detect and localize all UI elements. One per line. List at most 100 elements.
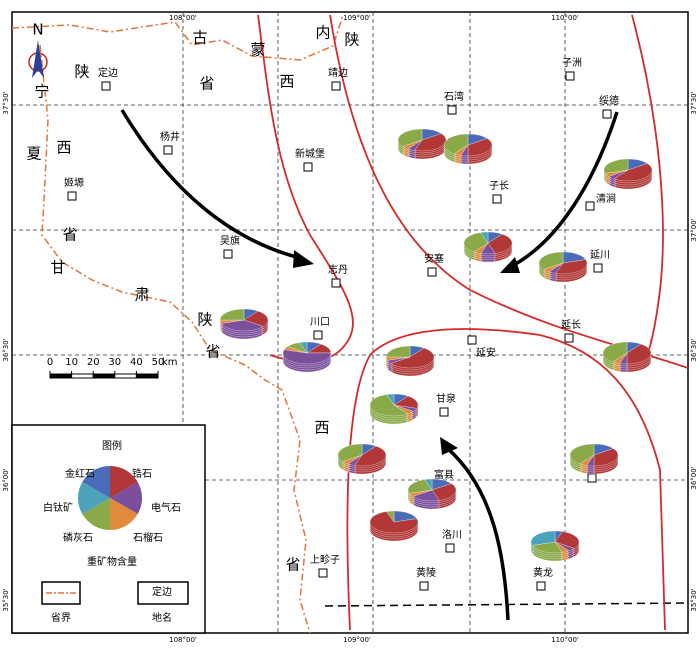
grid-label: 37°30' bbox=[2, 91, 10, 114]
legend-mineral: 锆石 bbox=[132, 467, 152, 480]
region-label: 宁 bbox=[34, 83, 49, 101]
region-label: 省 bbox=[199, 75, 214, 93]
region-label: 蒙 bbox=[250, 41, 265, 59]
place-marker bbox=[163, 145, 173, 155]
graticule bbox=[12, 12, 688, 633]
scale-segment bbox=[114, 373, 137, 379]
place-label: 石湾 bbox=[444, 90, 464, 103]
region-label: 西 bbox=[279, 73, 294, 91]
arrows bbox=[120, 109, 619, 621]
place-marker bbox=[564, 333, 574, 343]
legend-mineral: 石榴石 bbox=[133, 531, 163, 544]
pie-slice bbox=[219, 308, 245, 321]
place-marker bbox=[602, 109, 612, 119]
pie-slice bbox=[385, 345, 411, 358]
grid-label: 36°30' bbox=[690, 338, 698, 361]
legend-pie-slice bbox=[82, 498, 110, 530]
legend-pie-slice bbox=[82, 466, 110, 498]
grid-label: 109°00' bbox=[343, 14, 371, 22]
region-label: 省 bbox=[62, 226, 77, 244]
pie-slice bbox=[602, 341, 628, 363]
place-marker bbox=[427, 267, 437, 277]
place-marker bbox=[593, 263, 603, 273]
region-label: 古 bbox=[192, 29, 207, 47]
region-label: 甘 bbox=[50, 259, 65, 277]
north-arrow: N bbox=[28, 21, 48, 78]
pie-slice bbox=[397, 128, 423, 147]
pie-slice bbox=[386, 510, 395, 523]
grid-label: 110°00' bbox=[551, 14, 579, 22]
scale-label: 0 bbox=[47, 357, 53, 368]
place-label: 清涧 bbox=[596, 192, 616, 205]
scale-unit: km bbox=[162, 357, 178, 368]
scale-segment bbox=[49, 373, 73, 379]
grid-label: 110°00' bbox=[551, 636, 579, 644]
pie-slice bbox=[299, 341, 308, 354]
place-label: 川口 bbox=[310, 317, 330, 328]
pie-slice bbox=[555, 259, 588, 275]
pie-slice bbox=[354, 445, 387, 467]
scale-segment bbox=[71, 373, 94, 379]
legend-pie-slice bbox=[110, 498, 138, 530]
place-marker bbox=[447, 105, 457, 115]
legend-boundary: 省界 bbox=[51, 611, 71, 624]
region-label: 陕 bbox=[197, 311, 212, 329]
region-label: 夏 bbox=[26, 145, 41, 163]
place-label: 延长 bbox=[561, 319, 581, 331]
legend-caption: 重矿物含量 bbox=[87, 555, 137, 568]
pie-slice bbox=[463, 232, 489, 253]
grid-label: 35°30' bbox=[2, 588, 10, 611]
legend-pie-slice bbox=[78, 482, 110, 514]
legend-mineral: 金红石 bbox=[65, 467, 95, 480]
legend-place: 地名 bbox=[152, 611, 172, 624]
grid-label: 108°00' bbox=[169, 14, 197, 22]
place-marker bbox=[303, 162, 313, 172]
place-label: 子长 bbox=[489, 180, 509, 192]
pie-slice bbox=[467, 138, 493, 157]
place-marker bbox=[439, 407, 449, 417]
place-marker bbox=[467, 335, 477, 345]
border-line bbox=[324, 602, 689, 607]
place-label: 上畛子 bbox=[310, 553, 340, 566]
north-label: N bbox=[32, 21, 43, 39]
pie-slice bbox=[613, 163, 653, 182]
legend-mineral: 磷灰石 bbox=[63, 531, 93, 544]
place-label: 定边 bbox=[98, 66, 118, 79]
grid-label: 36°00' bbox=[690, 466, 698, 489]
pie-slice bbox=[538, 251, 564, 270]
grid-label: 37°00' bbox=[690, 218, 698, 241]
region-label: 西 bbox=[56, 139, 71, 157]
region-label: 陕 bbox=[74, 63, 89, 81]
legend-mineral: 电气石 bbox=[151, 501, 181, 514]
place-marker bbox=[587, 473, 597, 483]
place-label: 延川 bbox=[590, 249, 610, 261]
pie-slice bbox=[569, 443, 595, 465]
scale-segment bbox=[135, 373, 159, 379]
place-marker bbox=[331, 81, 341, 91]
pie-slice bbox=[480, 231, 489, 244]
pie-slice bbox=[369, 394, 409, 417]
place-marker bbox=[223, 249, 233, 259]
place-marker bbox=[331, 278, 341, 288]
place-label: 安塞 bbox=[424, 252, 444, 265]
pie-slice bbox=[530, 530, 556, 546]
scale-segment bbox=[92, 373, 116, 379]
place-label: 靖边 bbox=[328, 66, 348, 79]
place-marker bbox=[536, 581, 546, 591]
scale-label: 20 bbox=[87, 357, 100, 368]
pie-slice bbox=[243, 310, 269, 327]
place-marker bbox=[492, 194, 502, 204]
place-label: 黄龙 bbox=[533, 566, 553, 579]
place-label: 富县 bbox=[434, 468, 454, 481]
pie-slice bbox=[414, 133, 447, 152]
pie-slice bbox=[531, 541, 563, 554]
pie-slice bbox=[554, 531, 580, 549]
pie-slice bbox=[424, 478, 433, 491]
place-marker bbox=[585, 201, 595, 211]
pie-slice bbox=[443, 133, 469, 155]
place-marker bbox=[101, 81, 111, 91]
legend-pie-slice bbox=[110, 482, 142, 514]
pie-slice bbox=[626, 343, 652, 365]
place-label: 黄陵 bbox=[416, 566, 436, 579]
